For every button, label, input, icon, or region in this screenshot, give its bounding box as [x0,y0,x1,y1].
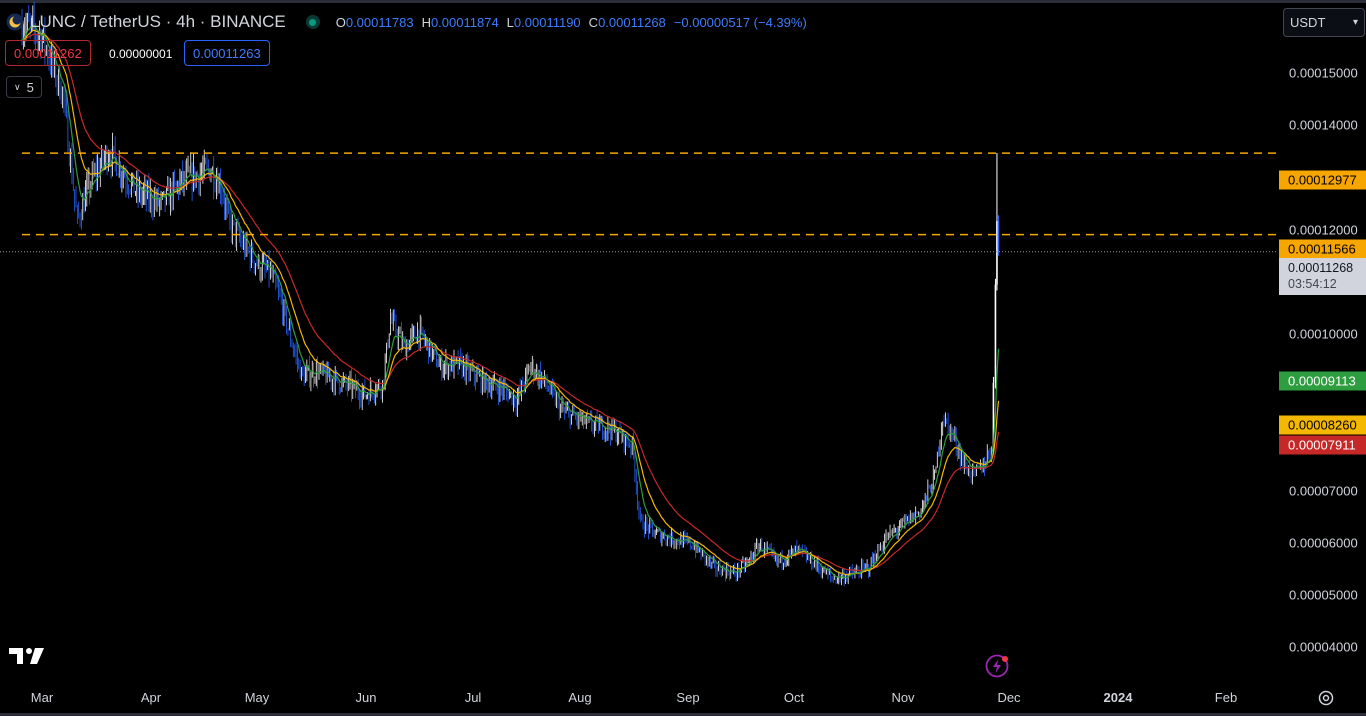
x-tick: Feb [1214,690,1238,705]
symbol-legend[interactable]: LUNC / TetherUS · 4h · BINANCE O0.000117… [6,10,807,34]
price-label-upper-line[interactable]: 0.00012977 [1279,170,1366,190]
x-tick: Aug [568,690,592,705]
x-tick: Dec [997,690,1021,705]
y-tick: 0.00010000 [1289,326,1358,342]
close-label: C [588,14,599,30]
currency-value: USDT [1290,15,1326,30]
x-tick: May [244,690,270,705]
gear-icon[interactable] [1317,689,1335,707]
y-tick: 0.00012000 [1289,222,1358,238]
indicator-count: 5 [26,79,34,95]
open-label: O [335,14,346,30]
x-tick: Oct [783,690,805,705]
indicators-collapse-button[interactable]: ∨ 5 [6,76,42,98]
ma-mid-label: 0.00008260 [1279,415,1366,435]
x-tick: Apr [140,690,162,705]
bar-countdown: 03:54:12 [1288,277,1337,291]
buy-button[interactable]: 0.00011263 [184,40,270,66]
open-value: 0.00011783 [345,14,414,30]
lightning-icon[interactable] [984,653,1010,679]
chevron-down-icon: ∨ [14,81,21,92]
candle-body [994,284,997,383]
last-price-label: 0.00011268 03:54:12 [1279,258,1366,295]
high-value: 0.00011874 [430,14,499,30]
low-value: 0.00011190 [513,14,581,30]
low-label: L [506,14,514,30]
change-value: −0.00000517 (−4.39%) [673,14,807,30]
y-tick: 0.00007000 [1289,483,1358,499]
y-tick: 0.00015000 [1289,65,1358,81]
price-label-lower-line[interactable]: 0.00011566 [1279,239,1366,259]
last-price-value: 0.00011268 [1288,261,1354,275]
y-tick: 0.00004000 [1289,639,1358,655]
x-tick: Jun [355,690,377,705]
ma-mid-line [21,29,1000,576]
ma-slow-label: 0.00007911 [1279,435,1366,455]
ma-fast-label: 0.00009113 [1279,371,1366,391]
bottom-border [0,713,1366,716]
candle-body [997,221,1000,250]
candle-body [996,221,998,285]
x-tick: Jul [464,690,482,705]
candle-series [21,1,1000,587]
ohlc-values: O0.00011783 H0.00011874 L0.00011190 C0.0… [336,15,807,30]
symbol-title[interactable]: LUNC / TetherUS · 4h · BINANCE [30,12,286,31]
close-value: 0.00011268 [598,14,666,30]
market-status-icon[interactable] [305,15,320,29]
ma-slow-line [21,33,1000,572]
ma-fast-line [21,23,1000,579]
candle-body [992,382,995,447]
currency-select[interactable]: USDT ▾ [1283,8,1365,37]
spread-value: 0.00000001 [109,47,173,61]
y-tick: 0.00006000 [1289,535,1358,551]
lunc-coin-icon [6,13,24,31]
y-tick: 0.00005000 [1289,587,1358,603]
y-tick: 0.00014000 [1289,117,1358,133]
chevron-down-icon: ▾ [1352,17,1358,28]
x-tick: Nov [891,690,915,705]
high-label: H [421,14,431,30]
sell-button[interactable]: 0.00011262 [5,40,91,66]
x-tick-year: 2024 [1103,690,1133,705]
tradingview-logo[interactable] [9,646,45,666]
x-tick: Sep [676,690,700,705]
x-tick: Mar [30,690,54,705]
top-border [0,0,1366,3]
